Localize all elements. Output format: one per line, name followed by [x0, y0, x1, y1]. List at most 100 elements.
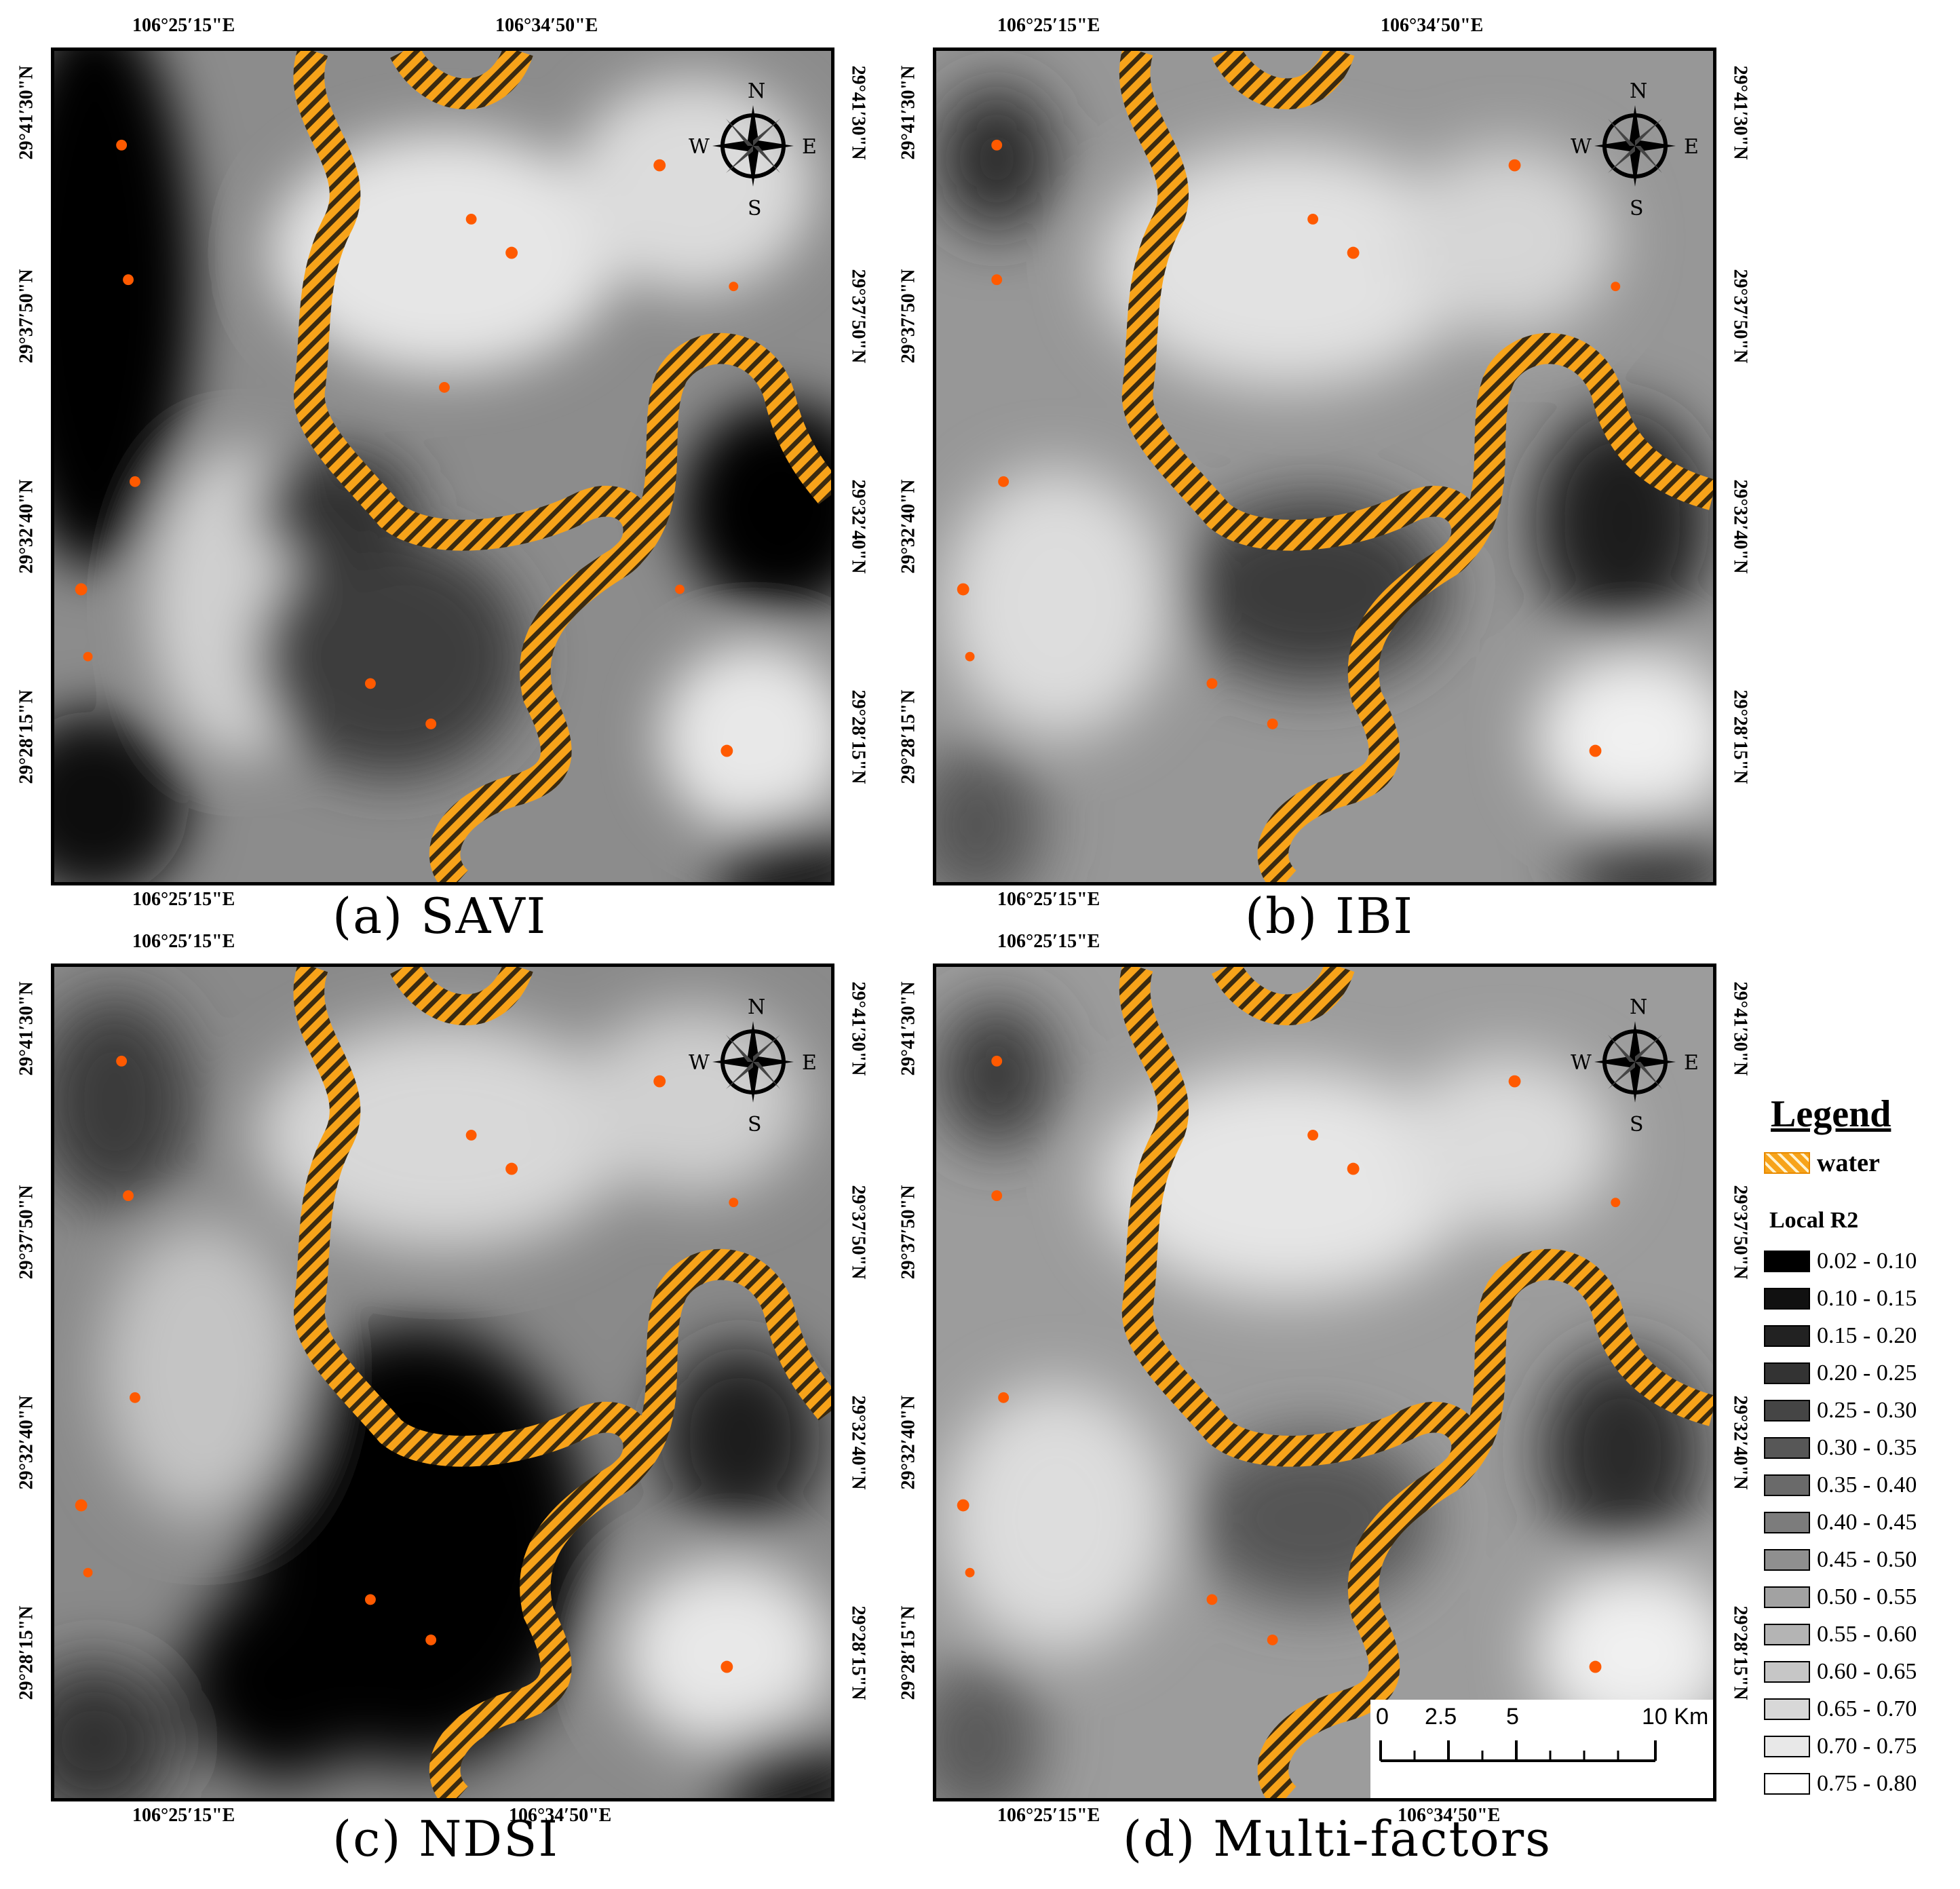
- lat-label-right-2-a: 29°37′50"N: [847, 269, 869, 364]
- lon-label-bottom-1-a: 106°25′15"E: [132, 889, 235, 910]
- scale-label-5: 5: [1506, 1704, 1519, 1730]
- lat-label-right-4-b: 29°28′15"N: [1729, 689, 1751, 784]
- legend-class-row: 0.60 - 0.65: [1764, 1659, 1917, 1685]
- legend-class-label: 0.20 - 0.25: [1817, 1360, 1917, 1386]
- map-multi-factors: N S W E 0 2.5 5 10 Km: [933, 963, 1716, 1801]
- legend-class-row: 0.65 - 0.70: [1764, 1696, 1917, 1722]
- compass-s-b: S: [1630, 197, 1644, 221]
- lat-label-left-4-b: 29°28′15"N: [898, 689, 919, 784]
- caption-b: (b) IBI: [1245, 888, 1414, 944]
- legend-title: Legend: [1771, 1093, 1891, 1135]
- compass-e-d: E: [1684, 1051, 1699, 1075]
- legend-class-swatch: [1764, 1549, 1810, 1571]
- lat-label-left-1-b: 29°41′30"N: [898, 65, 919, 160]
- lon-label-bottom-1-c: 106°25′15"E: [132, 1805, 235, 1826]
- legend-class-row: 0.35 - 0.40: [1764, 1472, 1917, 1498]
- compass-s-c: S: [748, 1113, 762, 1137]
- lat-label-left-2-c: 29°37′50"N: [16, 1185, 37, 1280]
- legend-class-label: 0.75 - 0.80: [1817, 1771, 1917, 1796]
- legend-class-swatch: [1764, 1400, 1810, 1421]
- legend-class-row: 0.30 - 0.35: [1764, 1435, 1917, 1461]
- legend-class-swatch: [1764, 1773, 1810, 1795]
- lat-label-left-2-b: 29°37′50"N: [898, 269, 919, 364]
- compass-n-c: N: [748, 995, 766, 1019]
- compass-e-c: E: [802, 1051, 817, 1075]
- lat-label-left-1-c: 29°41′30"N: [16, 981, 37, 1076]
- r2-surface-ibi: [936, 51, 1713, 882]
- scale-label-0: 0: [1376, 1704, 1389, 1730]
- scale-ticks: [1379, 1740, 1657, 1762]
- legend-class-row: 0.45 - 0.50: [1764, 1547, 1917, 1573]
- legend-class-swatch: [1764, 1325, 1810, 1347]
- water-swatch: [1764, 1152, 1810, 1174]
- map-ndsi: N S W E: [51, 963, 834, 1801]
- caption-d: (d) Multi-factors: [1123, 1810, 1552, 1867]
- lat-label-right-3-a: 29°32′40"N: [847, 479, 869, 574]
- legend-class-swatch: [1764, 1736, 1810, 1757]
- lon-label-top-2-b: 106°34′50"E: [1381, 15, 1484, 36]
- legend-class-row: 0.20 - 0.25: [1764, 1360, 1917, 1386]
- lon-label-top-1-d: 106°25′15"E: [997, 931, 1100, 952]
- legend-class-label: 0.55 - 0.60: [1817, 1622, 1917, 1647]
- legend-class-label: 0.65 - 0.70: [1817, 1696, 1917, 1721]
- compass-rose-a: [706, 98, 801, 193]
- r2-surface-ndsi: [54, 967, 831, 1798]
- legend-class-row: 0.15 - 0.20: [1764, 1323, 1917, 1349]
- legend-class-label: 0.10 - 0.15: [1817, 1286, 1917, 1311]
- legend-class-label: 0.15 - 0.20: [1817, 1323, 1917, 1348]
- lon-label-bottom-1-d: 106°25′15"E: [997, 1805, 1100, 1826]
- compass-s-a: S: [748, 197, 762, 221]
- legend-class-label: 0.25 - 0.30: [1817, 1398, 1917, 1423]
- legend-class-swatch: [1764, 1661, 1810, 1683]
- lon-label-bottom-2-d: 106°34′50"E: [1398, 1805, 1501, 1826]
- compass-w-d: W: [1571, 1051, 1592, 1075]
- legend-class-swatch: [1764, 1437, 1810, 1459]
- lat-label-left-1-d: 29°41′30"N: [898, 981, 919, 1076]
- compass-s-d: S: [1630, 1113, 1644, 1137]
- legend-class-row: 0.55 - 0.60: [1764, 1622, 1917, 1647]
- lat-label-right-2-c: 29°37′50"N: [847, 1185, 869, 1280]
- lon-label-bottom-1-b: 106°25′15"E: [997, 889, 1100, 910]
- legend-class-row: 0.02 - 0.10: [1764, 1248, 1917, 1274]
- legend-class-row: 0.50 - 0.55: [1764, 1584, 1917, 1610]
- compass-rose-b: [1588, 98, 1683, 193]
- lat-label-left-3-c: 29°32′40"N: [16, 1395, 37, 1490]
- lat-label-right-3-d: 29°32′40"N: [1729, 1395, 1751, 1490]
- compass-w-c: W: [689, 1051, 710, 1075]
- lat-label-right-2-d: 29°37′50"N: [1729, 1185, 1751, 1280]
- compass-rose-c: [706, 1014, 801, 1109]
- map-ibi: N S W E: [933, 47, 1716, 885]
- compass-w-a: W: [689, 135, 710, 159]
- lon-label-top-2-a: 106°34′50"E: [495, 15, 598, 36]
- lat-label-right-1-b: 29°41′30"N: [1729, 65, 1751, 160]
- lon-label-top-1-c: 106°25′15"E: [132, 931, 235, 952]
- legend-class-swatch: [1764, 1288, 1810, 1310]
- legend-water-label: water: [1817, 1149, 1880, 1177]
- r2-surface-multi-factors: [936, 967, 1713, 1798]
- legend-class-label: 0.50 - 0.55: [1817, 1584, 1917, 1609]
- lat-label-left-3-b: 29°32′40"N: [898, 479, 919, 574]
- caption-a: (a) SAVI: [332, 888, 547, 944]
- legend-class-label: 0.35 - 0.40: [1817, 1472, 1917, 1497]
- caption-c: (c) NDSI: [332, 1810, 559, 1867]
- lat-label-right-3-b: 29°32′40"N: [1729, 479, 1751, 574]
- scale-label-10-km: 10 Km: [1642, 1704, 1709, 1730]
- compass-w-b: W: [1571, 135, 1592, 159]
- lat-label-right-2-b: 29°37′50"N: [1729, 269, 1751, 364]
- legend-r2-title: Local R2: [1769, 1208, 1859, 1233]
- lat-label-left-4-c: 29°28′15"N: [16, 1605, 37, 1700]
- legend-class-label: 0.40 - 0.45: [1817, 1510, 1917, 1535]
- scale-bar: 0 2.5 5 10 Km: [1370, 1700, 1713, 1798]
- legend-class-swatch: [1764, 1624, 1810, 1645]
- legend-class-swatch: [1764, 1474, 1810, 1496]
- lon-label-top-1-a: 106°25′15"E: [132, 15, 235, 36]
- legend-class-row: 0.10 - 0.15: [1764, 1286, 1917, 1312]
- lon-label-top-1-b: 106°25′15"E: [997, 15, 1100, 36]
- legend-class-swatch: [1764, 1251, 1810, 1272]
- lat-label-left-2-d: 29°37′50"N: [898, 1185, 919, 1280]
- lat-label-left-3-d: 29°32′40"N: [898, 1395, 919, 1490]
- legend-class-row: 0.75 - 0.80: [1764, 1771, 1917, 1797]
- legend-class-label: 0.30 - 0.35: [1817, 1435, 1917, 1460]
- legend-class-row: 0.40 - 0.45: [1764, 1510, 1917, 1535]
- lat-label-right-4-a: 29°28′15"N: [847, 689, 869, 784]
